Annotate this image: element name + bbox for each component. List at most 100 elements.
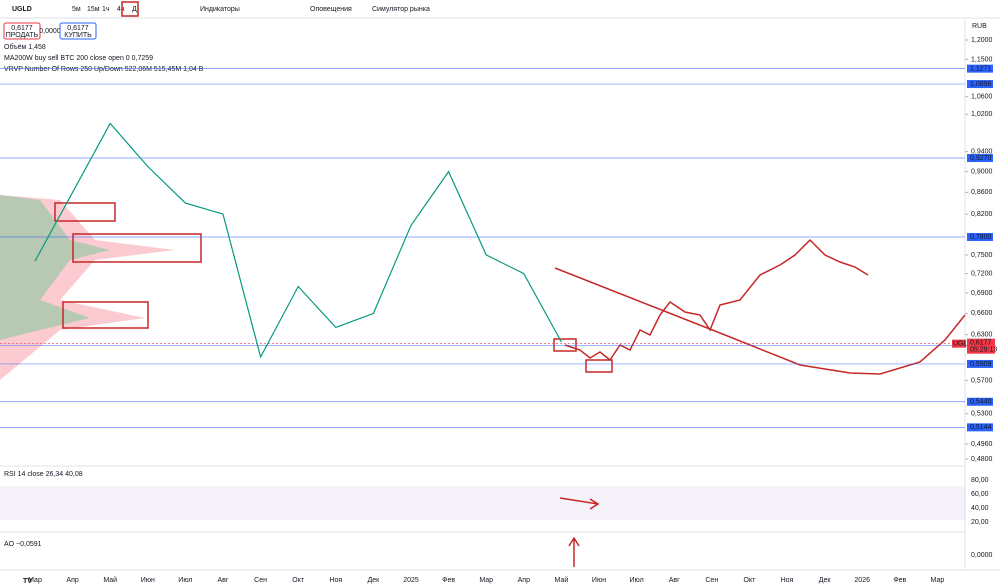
- sell-label: ПРОДАТЬ: [6, 32, 39, 39]
- time-label: Ноя: [329, 577, 342, 584]
- alerts[interactable]: Оповещения: [310, 6, 352, 13]
- time-label: Окт: [744, 577, 757, 584]
- interval[interactable]: 5м: [72, 6, 81, 13]
- time-label: Фев: [893, 577, 906, 584]
- last-price-badge: [967, 338, 995, 354]
- interval[interactable]: 1ч: [102, 6, 110, 13]
- price-tick-label: 0,5300: [971, 411, 993, 418]
- ao-legend: AO −0,0591: [4, 541, 42, 548]
- price-tick-label: 1,0600: [971, 94, 993, 101]
- price-tick-label: 0,7200: [971, 270, 993, 277]
- time-label: Май: [103, 576, 117, 584]
- time-label: Дек: [368, 577, 381, 584]
- level-label: 0,5144: [970, 424, 992, 431]
- interval-highlight: [121, 1, 139, 17]
- countdown: 05:29:13: [970, 347, 997, 354]
- price-tick-label: 0,8200: [971, 211, 993, 218]
- last-price-label: 0,6177: [970, 340, 992, 347]
- rsi-tick-label: 40,00: [971, 505, 989, 512]
- buy-button[interactable]: [59, 22, 97, 40]
- price-tick-label: 1,1500: [971, 56, 993, 63]
- ao-tick-label: 0,0000: [971, 552, 993, 559]
- level-label: 0,9270: [970, 155, 992, 162]
- time-label: 2026: [854, 577, 870, 584]
- rsi-tick-label: 20,00: [971, 519, 989, 526]
- price-tick-label: 0,6300: [971, 331, 993, 338]
- spread: 0,0000: [39, 28, 61, 35]
- time-label: Ноя: [781, 577, 794, 584]
- level-label: 0,5909: [970, 361, 992, 368]
- price-tick-label: 0,4800: [971, 456, 993, 463]
- time-label: Сен: [254, 577, 267, 584]
- time-label: Апр: [518, 577, 530, 584]
- level-label: 1,0898: [970, 81, 992, 88]
- price-line: [34, 122, 562, 359]
- rsi-band: [0, 486, 965, 520]
- arrow-up: [568, 536, 580, 567]
- volume-profile: [0, 195, 110, 340]
- rsi-legend: RSI 14 close 26,34 40,08: [4, 471, 83, 478]
- time-label: Дек: [819, 577, 832, 584]
- level-label: 0,7800: [970, 234, 992, 241]
- interval[interactable]: 4ч: [117, 6, 125, 13]
- time-label: Фев: [442, 577, 455, 584]
- price-tick-label: 0,7500: [971, 252, 993, 259]
- time-label: Июл: [629, 577, 643, 584]
- level-badge: [967, 154, 993, 163]
- level-badge: [967, 359, 993, 368]
- sell-button[interactable]: [3, 22, 41, 40]
- buy-label: КУПИТЬ: [64, 32, 92, 39]
- price-tick-label: 0,8600: [971, 189, 993, 196]
- legend-line: VRVP Number Of Rows 250 Up/Down 522,06M …: [4, 66, 204, 73]
- legend-line: Объём 1,458: [4, 43, 46, 51]
- price-tick-label: 1,0200: [971, 111, 993, 118]
- toolbar: [0, 0, 1000, 18]
- time-label: Авг: [218, 577, 229, 584]
- price-tick-label: 0,6600: [971, 310, 993, 317]
- indicators[interactable]: Индикаторы: [200, 6, 240, 13]
- time-label: Май: [555, 576, 569, 584]
- time-label: Июн: [592, 577, 606, 584]
- buy-price: 0,6177: [67, 25, 89, 32]
- symbol-badge-label: UGLD: [953, 341, 972, 348]
- time-label: Окт: [292, 577, 305, 584]
- level-badge: [967, 64, 993, 73]
- time-label: 2025: [403, 577, 419, 584]
- price-tick-label: 0,4960: [971, 441, 993, 448]
- price-tick-label: 0,9400: [971, 149, 993, 156]
- legend-line: MA200W buy sell BTC 200 close open 0 0,7…: [4, 55, 153, 62]
- interval[interactable]: Д: [132, 6, 137, 13]
- arrow-right: [559, 497, 600, 510]
- time-label: Июл: [178, 577, 192, 584]
- time-label: Июн: [141, 577, 155, 584]
- annotation-box: [72, 233, 202, 263]
- level-badge: [967, 80, 993, 89]
- symbol[interactable]: UGLD: [12, 6, 32, 13]
- annotation-box: [585, 359, 613, 373]
- sell-price: 0,6177: [11, 25, 33, 32]
- price-tick-label: 0,9000: [971, 168, 993, 175]
- annotation-box: [54, 202, 116, 222]
- level-badge: [967, 397, 993, 406]
- replay[interactable]: Симулятор рынка: [372, 6, 430, 13]
- annotation-box: [62, 301, 149, 329]
- level-label: 1,1271: [970, 66, 992, 73]
- currency: RUB: [972, 23, 987, 30]
- rsi-tick-label: 60,00: [971, 491, 989, 498]
- price-tick-label: 0,5700: [971, 377, 993, 384]
- interval[interactable]: 15м: [87, 6, 100, 13]
- price-tick-label: 1,2000: [971, 37, 993, 44]
- level-badge: [967, 423, 993, 432]
- level-badge: [967, 232, 993, 241]
- logo: TV: [23, 578, 32, 585]
- time-label: Апр: [66, 577, 78, 584]
- level-label: 0,5440: [970, 399, 992, 406]
- time-label: Мар: [479, 577, 493, 584]
- price-tick-label: 0,6900: [971, 290, 993, 297]
- rsi-tick-label: 80,00: [971, 477, 989, 484]
- time-label: Сен: [705, 577, 718, 584]
- time-label: Мар: [28, 577, 42, 584]
